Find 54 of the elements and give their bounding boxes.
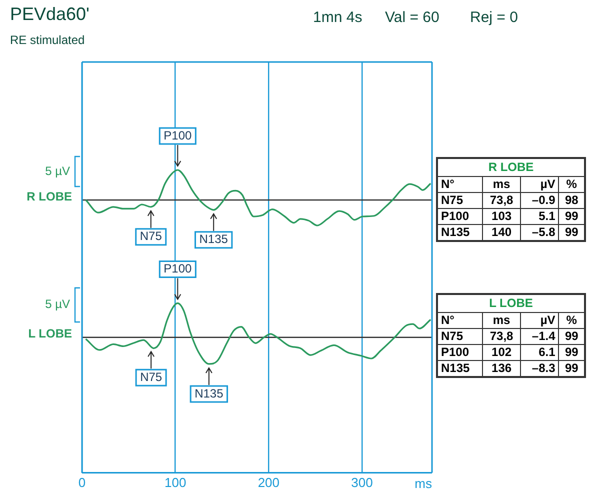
text: R LOBE bbox=[437, 158, 585, 176]
text: % bbox=[558, 176, 585, 192]
text: 73,8 bbox=[482, 328, 521, 344]
annotation: P100 bbox=[164, 262, 192, 276]
text: Val = 60 bbox=[385, 9, 440, 26]
text: 99 bbox=[558, 328, 585, 344]
text: ms bbox=[482, 176, 521, 192]
text: 140 bbox=[482, 224, 521, 241]
text: 1mn 4s bbox=[313, 9, 362, 26]
text: N135 bbox=[437, 360, 482, 377]
text: % bbox=[558, 312, 585, 328]
text: 5.1 bbox=[520, 208, 559, 224]
text: N75 bbox=[437, 192, 482, 208]
text: P100 bbox=[437, 208, 482, 224]
text: 73,8 bbox=[482, 192, 521, 208]
text: 6.1 bbox=[520, 344, 559, 360]
series-label: L LOBE bbox=[28, 326, 72, 341]
text: µV bbox=[520, 176, 559, 192]
text: –8.3 bbox=[520, 360, 559, 377]
text: 99 bbox=[558, 224, 585, 241]
series-label: R LOBE bbox=[26, 189, 72, 204]
chart-subtitle: RE stimulated bbox=[10, 33, 85, 47]
text: 136 bbox=[482, 360, 521, 377]
x-tick-label: 0 bbox=[78, 475, 86, 490]
text: 99 bbox=[558, 344, 585, 360]
text: N135 bbox=[437, 224, 482, 241]
text: –0.9 bbox=[520, 192, 559, 208]
x-tick-label: 300 bbox=[351, 475, 373, 490]
text: ms bbox=[482, 312, 521, 328]
text: –1.4 bbox=[520, 328, 559, 344]
chart-title: PEVda60' bbox=[10, 4, 90, 25]
annotation: N75 bbox=[140, 229, 162, 244]
text: N75 bbox=[437, 328, 482, 344]
text: L LOBE bbox=[437, 294, 585, 312]
text: N° bbox=[437, 312, 482, 328]
text: 5 µV bbox=[45, 297, 70, 312]
text: 5 µV bbox=[45, 164, 70, 178]
annotation: N135 bbox=[194, 386, 224, 400]
annotation: N75 bbox=[140, 370, 162, 384]
text: 102 bbox=[482, 344, 521, 360]
x-tick-label: 100 bbox=[164, 475, 186, 490]
x-axis-title: ms bbox=[414, 476, 432, 491]
text: 98 bbox=[558, 192, 585, 208]
text: 99 bbox=[558, 360, 585, 377]
text: 99 bbox=[558, 208, 585, 224]
text: 103 bbox=[482, 208, 521, 224]
text: Rej = 0 bbox=[470, 9, 518, 26]
annotation: P100 bbox=[164, 128, 192, 142]
text: P100 bbox=[437, 344, 482, 360]
text: –5.8 bbox=[520, 224, 559, 241]
annotation: N135 bbox=[199, 232, 228, 246]
text: N° bbox=[437, 176, 482, 192]
x-tick-label: 200 bbox=[258, 475, 280, 490]
text: µV bbox=[520, 312, 559, 328]
